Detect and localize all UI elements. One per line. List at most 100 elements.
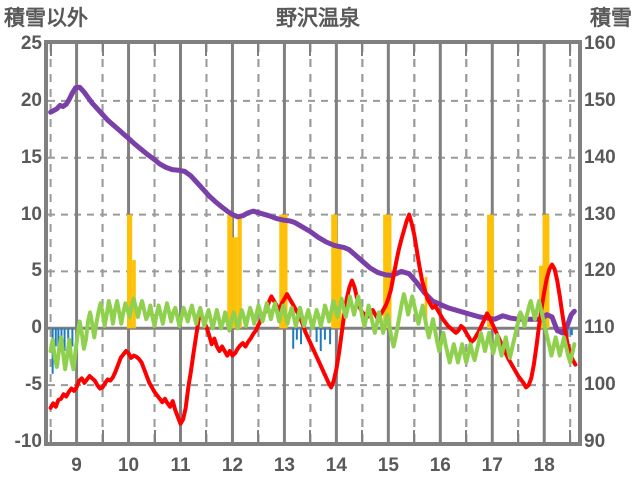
x-axis-tick-label: 10 xyxy=(117,455,140,476)
snowfall-bar xyxy=(126,214,133,329)
snowfall-bar xyxy=(337,248,342,329)
left-axis-tick-label: 15 xyxy=(20,146,42,168)
snowfall-bar xyxy=(331,214,338,329)
left-axis-title: 積雪以外 xyxy=(4,7,88,30)
axis-tickmark xyxy=(101,44,104,56)
axis-tickmark xyxy=(439,430,442,442)
left-axis-tick-label: -10 xyxy=(14,431,42,452)
right-axis-title: 積雪 xyxy=(590,7,632,30)
axis-tickmark xyxy=(205,430,208,442)
axis-tickmark xyxy=(127,430,130,442)
axis-tickmark xyxy=(205,44,208,56)
axis-tickmark xyxy=(569,44,572,56)
right-axis-tick-label: 110 xyxy=(584,317,615,339)
precipitation-bar xyxy=(60,328,63,342)
precipitation-bar xyxy=(329,328,332,345)
axis-tickmark xyxy=(517,430,520,442)
x-axis-tick-label: 14 xyxy=(325,455,347,476)
axis-tickmark xyxy=(413,430,416,442)
axis-tickmark xyxy=(439,44,442,56)
precipitation-bar xyxy=(295,328,298,340)
axis-tickmark xyxy=(569,430,572,442)
snowfall-bar xyxy=(487,214,494,329)
left-axis-tick-label: 5 xyxy=(31,260,42,282)
axis-tickmark xyxy=(101,430,104,442)
axis-tickmark xyxy=(179,430,182,442)
series-line-wind xyxy=(48,292,577,372)
axis-tickmark xyxy=(49,430,52,442)
axis-tickmark xyxy=(491,430,494,442)
precipitation-bar xyxy=(63,328,66,352)
axis-tickmark xyxy=(335,430,338,442)
snowfall-bar xyxy=(237,214,242,329)
axis-tickmark xyxy=(309,430,312,442)
right-axis-tick-label: 160 xyxy=(584,33,616,54)
x-axis-tick-label: 9 xyxy=(71,455,82,476)
right-axis-tick-label: 90 xyxy=(584,431,606,452)
axis-tickmark xyxy=(387,430,390,442)
right-axis-tick-label: 130 xyxy=(584,203,616,225)
series-line-temperature xyxy=(48,212,578,426)
right-axis-tick-label: 150 xyxy=(584,89,616,111)
axis-tickmark xyxy=(231,430,234,442)
snowfall-bar xyxy=(424,277,428,329)
left-axis-tick-label: -5 xyxy=(25,374,42,396)
right-axis-tick-label: 100 xyxy=(584,374,616,396)
left-axis-tick-label: 25 xyxy=(20,33,42,54)
axis-tickmark xyxy=(283,430,286,442)
tickmark-layer xyxy=(44,40,582,446)
axis-tickmark xyxy=(179,44,182,56)
axis-tickmark xyxy=(543,430,546,442)
left-axis-tick-label: 0 xyxy=(31,317,42,339)
axis-tickmark xyxy=(257,430,260,442)
axis-tickmark xyxy=(517,44,520,56)
axis-tickmark xyxy=(361,44,364,56)
snowfall-bar xyxy=(383,214,392,329)
left-axis-tick-label: 10 xyxy=(20,203,42,225)
bar-layer xyxy=(51,214,573,374)
x-axis-tick-label: 13 xyxy=(273,455,295,476)
precipitation-bar xyxy=(300,328,303,345)
snowfall-bar xyxy=(539,265,543,329)
line-layer xyxy=(48,84,578,426)
x-axis-tick-label: 12 xyxy=(221,455,244,476)
precipitation-bar xyxy=(67,328,70,340)
axis-tickmark xyxy=(153,430,156,442)
snowfall-bar xyxy=(232,237,238,329)
axis-tickmark xyxy=(465,430,468,442)
axis-tickmark xyxy=(231,44,234,56)
snowfall-bar xyxy=(227,214,233,329)
precipitation-bar xyxy=(319,328,322,352)
x-axis-tick-label: 18 xyxy=(533,455,555,476)
precipitation-bar xyxy=(570,328,573,336)
precipitation-bar xyxy=(323,328,326,340)
axis-tickmark xyxy=(153,44,156,56)
axis-tickmark xyxy=(257,44,260,56)
axis-tickmark xyxy=(75,430,78,442)
x-axis-tick-label: 17 xyxy=(481,455,503,476)
axis-tickmark xyxy=(75,44,78,56)
axis-tickmark xyxy=(309,44,312,56)
axis-tickmark xyxy=(543,44,546,56)
precipitation-bar xyxy=(292,328,295,349)
precipitation-bar xyxy=(54,328,57,347)
snowfall-bar xyxy=(542,214,550,329)
x-axis-tick-label: 16 xyxy=(429,455,451,476)
axis-tickmark xyxy=(387,44,390,56)
x-axis-tick-label: 15 xyxy=(377,455,399,476)
axis-tickmark xyxy=(361,430,364,442)
snowfall-bar xyxy=(279,214,288,329)
snowfall-bar xyxy=(132,260,136,329)
right-axis-tick-label: 120 xyxy=(584,260,616,282)
axis-tickmark xyxy=(49,44,52,56)
precipitation-bar xyxy=(71,328,74,347)
page-title: 野沢温泉 xyxy=(276,7,360,30)
right-axis-tick-label: 140 xyxy=(584,146,616,168)
left-axis-tick-label: 20 xyxy=(20,89,42,111)
axis-tickmark xyxy=(491,44,494,56)
axis-tickmark xyxy=(127,44,130,56)
axis-tickmark xyxy=(335,44,338,56)
axis-tickmark xyxy=(413,44,416,56)
